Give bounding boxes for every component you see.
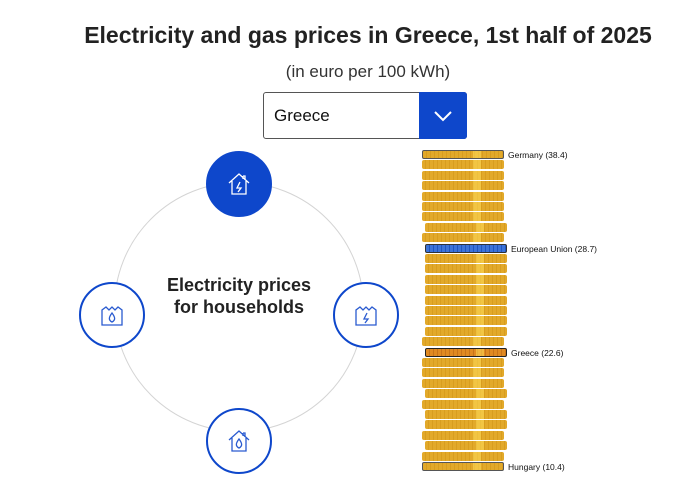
coin [425, 274, 507, 284]
factory-flame-icon [101, 306, 123, 326]
coin [425, 326, 507, 336]
coin-label: Germany (38.4) [508, 150, 568, 160]
gas-non-households-button[interactable] [79, 282, 145, 348]
coin [425, 316, 507, 326]
coin [422, 451, 504, 461]
coin [422, 212, 504, 222]
coin-eu [425, 243, 507, 253]
page-title: Electricity and gas prices in Greece, 1s… [84, 22, 652, 48]
coin [422, 181, 504, 191]
coin [422, 378, 504, 388]
coin [422, 430, 504, 440]
page-subtitle: (in euro per 100 kWh) [285, 62, 451, 81]
chevron-down-icon [434, 110, 452, 121]
coin [422, 337, 504, 347]
factory-lightning-icon [355, 306, 377, 326]
coin [425, 420, 507, 430]
coin-label: Hungary (10.4) [508, 462, 565, 472]
selected-category-label: Electricity prices for households [166, 275, 312, 317]
house-flame-icon [228, 430, 250, 452]
coin [425, 254, 507, 263]
electricity-households-button[interactable] [206, 151, 272, 217]
coin-hl [422, 462, 504, 471]
coin [422, 368, 504, 378]
gas-households-button[interactable] [206, 408, 272, 474]
coin [425, 222, 507, 232]
country-select[interactable]: Greece [263, 92, 467, 139]
electricity-non-households-button[interactable] [333, 282, 399, 348]
coin [422, 399, 504, 409]
dropdown-button[interactable] [419, 92, 467, 139]
coin [425, 295, 507, 305]
coin [425, 285, 507, 295]
coin [422, 160, 504, 170]
coin [422, 191, 504, 201]
coin [425, 306, 507, 315]
house-lightning-icon [228, 173, 250, 195]
coin-hl [422, 150, 504, 159]
coin [425, 389, 507, 399]
coin [422, 358, 504, 367]
country-select-value: Greece [274, 106, 330, 125]
coin [425, 410, 507, 419]
coin [425, 441, 507, 451]
coin [422, 170, 504, 180]
coin [422, 202, 504, 211]
coin [422, 233, 504, 243]
coin-label: Greece (22.6) [511, 347, 564, 358]
coin-gr [425, 347, 507, 357]
coin [425, 264, 507, 274]
coin-label: European Union (28.7) [511, 243, 598, 254]
